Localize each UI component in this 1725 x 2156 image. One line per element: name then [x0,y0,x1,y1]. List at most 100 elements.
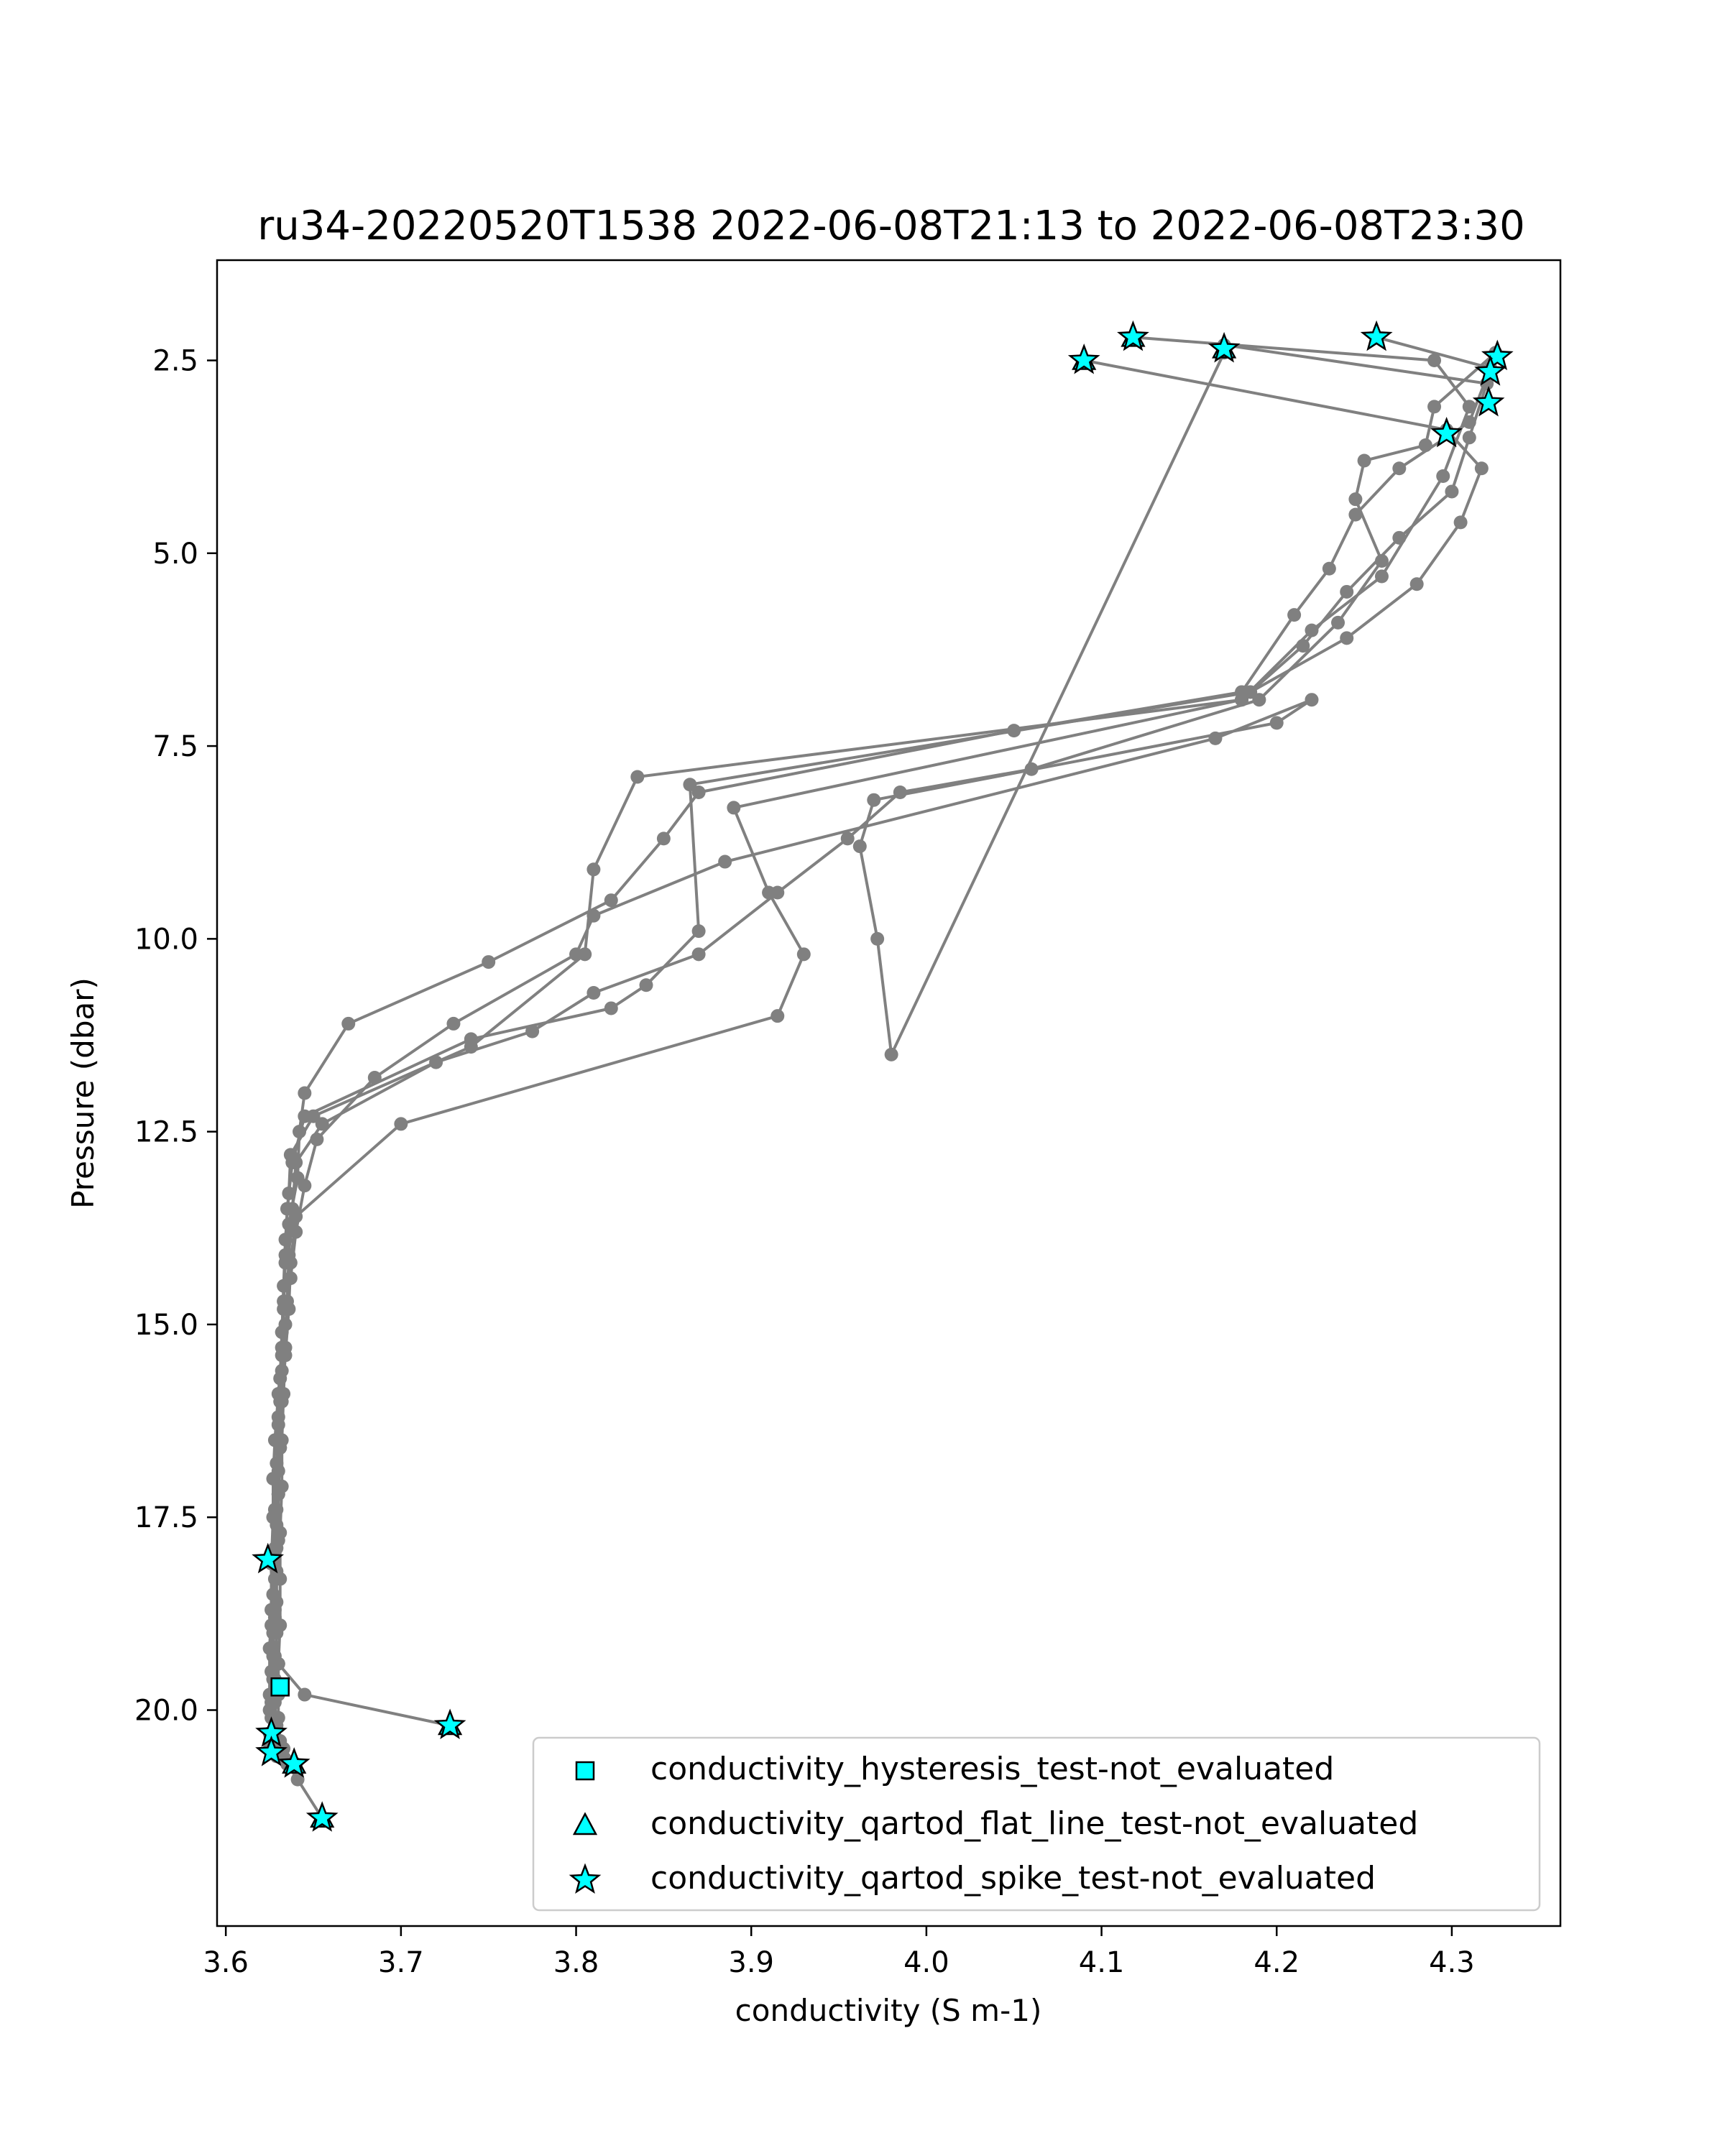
spike-flag-marker [433,1708,466,1740]
profile-point [341,1016,356,1031]
x-axis-ticks: 3.6 3.7 3.8 3.9 4.0 4.1 4.2 4.3 [203,1926,1475,1979]
profile-point [298,1179,312,1193]
spike-flag-marker [1208,331,1241,363]
profile-point [691,785,706,799]
spike-flag-marker [1474,355,1506,386]
profile-point [1357,453,1371,468]
profile-point [262,1641,277,1656]
y-tick-label: 7.5 [152,730,198,763]
profile-point [840,831,855,846]
legend-spike-flag-marker [569,1863,602,1894]
profile-point [656,831,671,846]
x-tick-label: 4.3 [1429,1946,1475,1979]
profile-point [1287,608,1302,622]
profile-point [870,931,885,946]
legend-hysteresis-flag-marker [575,1761,595,1781]
profile-point [267,1433,282,1447]
profile-point [280,1202,294,1216]
profile-point [1474,461,1489,476]
profile-point [770,1009,785,1023]
profile-point [271,1410,285,1424]
y-tick-label: 5.0 [152,538,198,571]
y-tick-label: 10.0 [134,923,198,956]
y-axis-ticks: 2.5 5.0 7.5 10.0 12.5 15.0 17.5 20.0 [134,345,217,1728]
profile-point [290,1772,305,1787]
profile-point [271,1657,285,1671]
profile-point [1409,577,1424,591]
profile-point [683,778,697,792]
x-tick-label: 4.1 [1079,1946,1125,1979]
profile-point [298,1086,312,1100]
y-tick-label: 15.0 [134,1309,198,1342]
y-tick-label: 2.5 [152,345,198,378]
y-tick-label: 17.5 [134,1501,198,1534]
plot-frame [216,259,1562,1927]
profile-point [1235,693,1249,707]
profile-point [1305,623,1319,637]
x-tick-label: 3.8 [553,1946,599,1979]
profile-point [796,947,811,962]
profile-point [1374,569,1389,584]
profile-point [1453,515,1468,530]
spike-flag-marker [255,1735,288,1766]
legend-label-spike: conductivity_qartod_spike_test-not_evalu… [650,1860,1376,1897]
profile-point [315,1117,329,1131]
profile-point [267,1611,282,1625]
profile-point [283,1271,298,1286]
x-tick-label: 3.6 [203,1946,249,1979]
profile-point [586,908,601,923]
profile-point [446,1016,461,1031]
profile-point [569,947,584,962]
profile-point [525,1024,540,1038]
profile-point [867,793,881,807]
profile-point [1348,507,1363,522]
profile-point [718,854,732,869]
spike-flag-marker [305,1801,339,1832]
profile-point [278,1248,293,1262]
x-tick-label: 4.2 [1254,1946,1300,1979]
profile-point [482,955,496,969]
profile-point [691,947,706,962]
profile-point [1392,461,1407,476]
profile-point [310,1132,324,1146]
profile-point [1348,492,1363,507]
spike-flag-marker [1430,416,1463,448]
profile-point [586,862,601,877]
profile-point [1322,561,1336,576]
hysteresis-flag-marker [270,1677,290,1697]
x-tick-label: 3.9 [728,1946,774,1979]
profile-point [1331,615,1346,630]
profile-point [275,1363,289,1378]
profile-point [639,978,653,992]
profile-point [1340,631,1354,645]
profile-point [1436,469,1450,483]
qc-flag-markers [252,320,1514,1832]
spike-flag-marker [1117,320,1149,351]
profile-point [1252,693,1266,707]
legend-box [532,1736,1541,1912]
profile-point [464,1032,478,1046]
spike-flag-marker [277,1747,310,1778]
profile-point [1427,400,1442,414]
profile-point [1427,354,1442,368]
profile-point [394,1117,408,1131]
legend-flat-line-flag-marker [572,1812,598,1835]
profile-point [298,1687,312,1702]
legend-label-hysteresis: conductivity_hysteresis_test-not_evaluat… [650,1751,1334,1787]
profile-point [727,801,741,815]
profile-point [586,985,601,1000]
profile-point [1445,484,1459,499]
spike-flag-marker [1481,339,1514,371]
profile-point [630,770,645,784]
profile-point [266,1472,280,1486]
legend-markers [569,1761,602,1894]
x-tick-label: 4.0 [903,1946,949,1979]
profile-point [278,1317,293,1332]
profile-point [762,885,776,900]
profile-point [604,1001,618,1015]
x-axis-label: conductivity (S m-1) [735,1993,1042,2028]
profile-point [1340,584,1354,599]
chart-title: ru34-20220520T1538 2022-06-08T21:13 to 2… [257,203,1524,249]
profile-point [298,1109,312,1123]
